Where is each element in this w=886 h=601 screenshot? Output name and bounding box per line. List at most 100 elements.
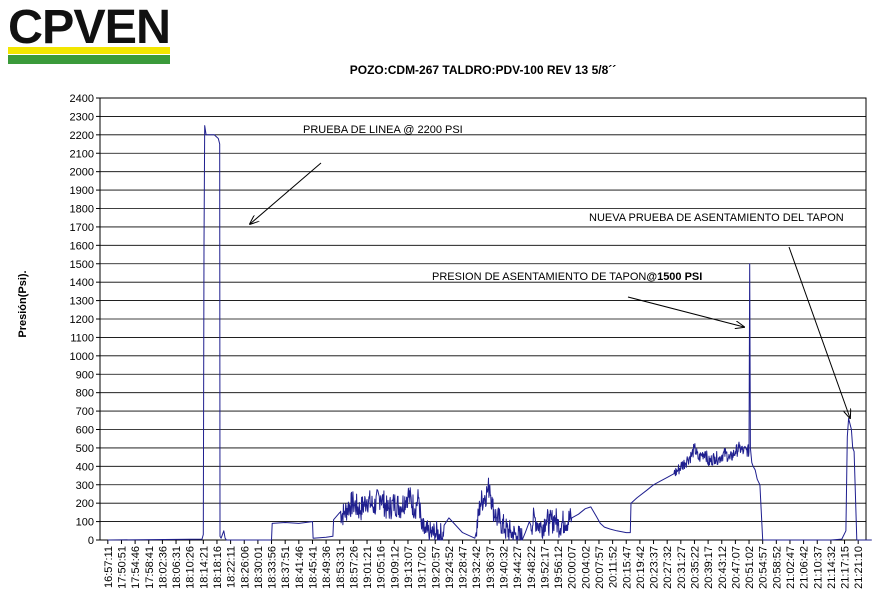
y-tick-labels: 0 100 200 300 400 500 600 700 800 900 1000 1100 1200…: [70, 93, 100, 547]
x-tick-label: 18:45:41: [307, 546, 319, 589]
series-group: [107, 125, 872, 541]
chart-title: POZO:CDM-267 TALDRO:PDV-100 REV 13 5/8´´: [350, 63, 617, 77]
company-logo: CPVEN: [8, 1, 171, 64]
y-tick-label: 2000: [70, 167, 94, 179]
x-tick-label: 19:20:57: [430, 546, 442, 589]
x-tick-label: 19:40:32: [498, 546, 510, 589]
x-tick-label: 20:19:42: [635, 546, 647, 589]
x-tick-label: 20:35:22: [689, 546, 701, 589]
x-tick-label: 19:36:37: [485, 546, 497, 589]
x-tick-label: 20:43:12: [717, 546, 729, 589]
y-tick-label: 600: [76, 425, 94, 437]
x-tick-label: 17:58:41: [144, 546, 156, 589]
x-tick-label: 18:41:46: [294, 546, 306, 589]
x-tick-label: 20:51:02: [744, 546, 756, 589]
y-tick-label: 1400: [70, 277, 94, 289]
arrow-seating-pressure: [627, 296, 744, 327]
y-tick-label: 2100: [70, 148, 94, 160]
x-tick-label: 16:57:11: [103, 546, 115, 588]
arrow-line-test: [250, 162, 322, 224]
annotation-seating-pressure-value: @1500 PSI: [646, 271, 702, 283]
x-tick-label: 18:18:16: [212, 546, 224, 589]
x-tick-labels: 16:57:11 17:50:51 17:54:46 17:58:41 18:02:36…: [103, 540, 865, 589]
x-tick-label: 19:56:12: [553, 546, 565, 589]
y-tick-label: 1100: [70, 332, 94, 344]
x-tick-label: 19:32:42: [471, 546, 483, 589]
x-tick-label: 20:07:57: [594, 546, 606, 589]
x-tick-label: 21:10:37: [812, 546, 824, 589]
x-tick-label: 21:06:42: [799, 546, 811, 589]
y-tick-label: 1800: [70, 204, 94, 216]
annotation-new-test: NUEVA PRUEBA DE ASENTAMIENTO DEL TAPON: [589, 212, 844, 224]
x-tick-label: 20:15:47: [621, 546, 633, 589]
y-tick-label: 200: [76, 498, 94, 510]
x-tick-label: 20:00:07: [567, 546, 579, 589]
x-tick-label: 18:26:06: [239, 546, 251, 589]
x-tick-label: 18:57:26: [348, 546, 360, 589]
x-tick-label: 21:17:15: [840, 546, 852, 589]
y-tick-label: 2200: [70, 130, 94, 142]
x-tick-label: 21:14:32: [826, 546, 838, 589]
arrow-new-test: [788, 246, 850, 418]
y-tick-label: 400: [76, 461, 94, 473]
logo-yellow-stripe: [8, 47, 170, 54]
x-tick-label: 18:14:21: [198, 546, 210, 589]
x-tick-label: 18:06:31: [171, 546, 183, 589]
logo-green-stripe: [8, 55, 170, 64]
y-tick-label: 1500: [70, 259, 94, 271]
x-tick-label: 20:39:17: [703, 546, 715, 589]
y-axis-label: Presión(Psi).: [17, 270, 29, 337]
y-tick-label: 900: [76, 369, 94, 381]
y-tick-label: 1000: [70, 351, 94, 363]
x-tick-label: 18:49:36: [321, 546, 333, 589]
x-tick-label: 18:10:26: [185, 546, 197, 589]
x-tick-label: 18:53:31: [335, 546, 347, 589]
x-tick-label: 20:47:07: [730, 546, 742, 589]
y-tick-label: 1700: [70, 222, 94, 234]
y-tick-label: 700: [76, 406, 94, 418]
x-tick-label: 17:54:46: [130, 546, 142, 589]
x-tick-label: 19:17:02: [417, 546, 429, 589]
y-tick-label: 1300: [70, 296, 94, 308]
x-tick-label: 19:09:12: [389, 546, 401, 589]
y-tick-label: 2400: [70, 93, 94, 105]
x-tick-label: 20:11:52: [608, 546, 620, 588]
y-tick-label: 1200: [70, 314, 94, 326]
x-tick-label: 18:22:11: [226, 546, 238, 588]
grid-lines: [100, 116, 866, 522]
x-tick-label: 19:48:22: [526, 546, 538, 589]
x-tick-label: 18:02:36: [157, 546, 169, 589]
pressure-series-line: [107, 125, 872, 541]
y-tick-label: 100: [76, 517, 94, 529]
x-tick-label: 19:13:07: [403, 546, 415, 589]
annotation-line-test: PRUEBA DE LINEA @ 2200 PSI: [303, 124, 463, 136]
x-tick-label: 19:01:21: [362, 546, 374, 589]
x-tick-label: 18:30:01: [253, 546, 265, 589]
y-tick-label: 800: [76, 388, 94, 400]
y-tick-label: 300: [76, 480, 94, 492]
y-tick-label: 2300: [70, 111, 94, 123]
x-tick-label: 20:23:37: [649, 546, 661, 589]
x-tick-label: 19:24:52: [444, 546, 456, 589]
annotation-seating-pressure-label: PRESION DE ASENTAMIENTO DE TAPON: [432, 271, 646, 283]
x-tick-label: 19:28:47: [458, 546, 470, 589]
logo-text: CPVEN: [8, 1, 170, 54]
y-tick-label: 1900: [70, 185, 94, 197]
x-tick-label: 18:37:51: [280, 546, 292, 589]
x-tick-label: 17:50:51: [116, 546, 128, 589]
x-tick-label: 20:58:52: [771, 546, 783, 589]
x-tick-label: 19:05:16: [376, 546, 388, 589]
y-tick-label: 500: [76, 443, 94, 455]
plot-area-border: [99, 97, 867, 541]
x-tick-label: 20:54:57: [758, 546, 770, 589]
y-tick-label: 1600: [70, 240, 94, 252]
x-tick-label: 19:44:27: [512, 546, 524, 589]
x-tick-label: 19:52:17: [539, 546, 551, 589]
x-tick-label: 21:02:47: [785, 546, 797, 589]
x-tick-label: 20:31:27: [676, 546, 688, 589]
y-tick-label: 0: [88, 535, 94, 547]
x-tick-label: 20:04:02: [580, 546, 592, 589]
x-tick-label: 20:27:32: [662, 546, 674, 589]
annotation-seating-pressure: PRESION DE ASENTAMIENTO DE TAPON@1500 PS…: [432, 271, 702, 283]
